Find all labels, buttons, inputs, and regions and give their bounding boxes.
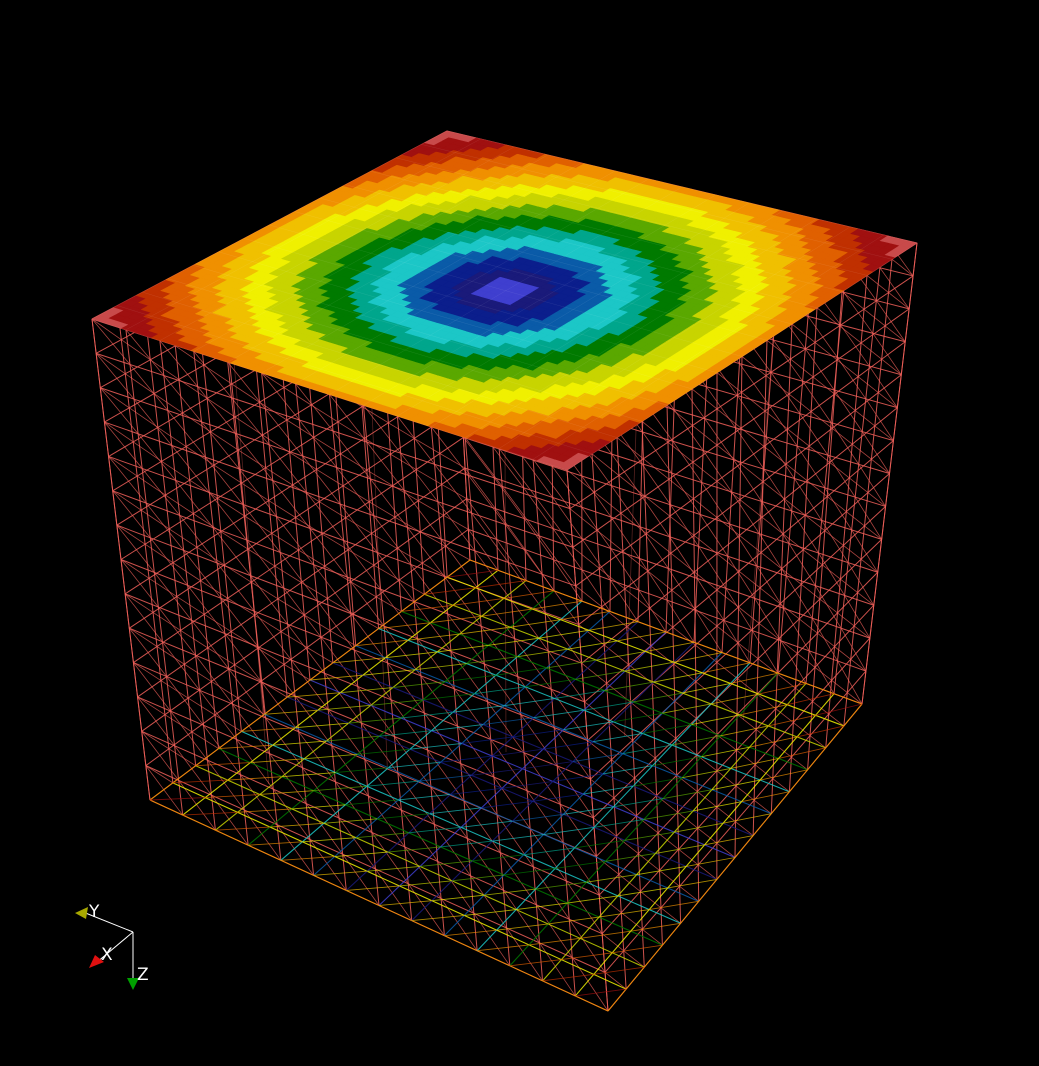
- y-axis-label: Y: [88, 902, 100, 922]
- y-axis-line: [82, 911, 134, 933]
- x-axis-arrow-icon: [89, 955, 104, 968]
- y-axis-arrow-icon: [75, 907, 88, 919]
- top-face-contour: [91, 130, 918, 471]
- z-axis-arrow-icon: [127, 978, 139, 990]
- orientation-axes-triad[interactable]: Y X Z: [75, 902, 149, 990]
- bottom-face-contour-wireframe: [149, 559, 863, 1012]
- x-axis-label: X: [101, 945, 113, 965]
- z-axis-label: Z: [137, 965, 149, 985]
- x-axis-line: [95, 931, 134, 964]
